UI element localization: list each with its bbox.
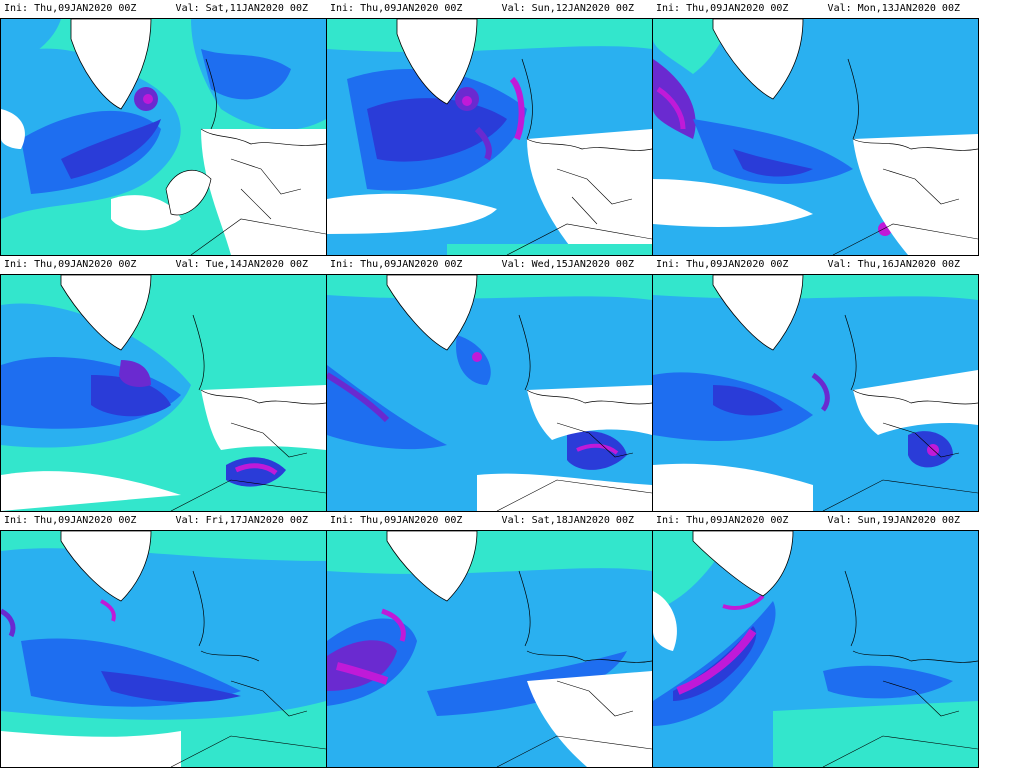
panel-header: Ini: Thu,09JAN2020 00Z Val: Thu,16JAN202…: [652, 256, 978, 274]
map-panel-8: Ini: Thu,09JAN2020 00Z Val: Sat,18JAN202…: [326, 512, 653, 768]
forecast-map: [652, 18, 979, 256]
init-time-label: Ini: Thu,09JAN2020 00Z: [4, 259, 137, 270]
map-panel-2: Ini: Thu,09JAN2020 00Z Val: Sun,12JAN202…: [326, 0, 653, 256]
forecast-map: [326, 274, 653, 512]
panel-header: Ini: Thu,09JAN2020 00Z Val: Wed,15JAN202…: [326, 256, 652, 274]
forecast-map: [652, 530, 979, 768]
panel-header: Ini: Thu,09JAN2020 00Z Val: Sun,12JAN202…: [326, 0, 652, 18]
forecast-map: [326, 18, 653, 256]
init-time-label: Ini: Thu,09JAN2020 00Z: [330, 259, 463, 270]
map-panel-4: Ini: Thu,09JAN2020 00Z Val: Tue,14JAN202…: [0, 256, 327, 512]
valid-time-label: Val: Thu,16JAN2020 00Z: [827, 259, 960, 270]
valid-time-label: Val: Sat,18JAN2020 00Z: [501, 515, 634, 526]
forecast-map: [652, 274, 979, 512]
valid-time-label: Val: Wed,15JAN2020 00Z: [501, 259, 634, 270]
map-panel-7: Ini: Thu,09JAN2020 00Z Val: Fri,17JAN202…: [0, 512, 327, 768]
panel-header: Ini: Thu,09JAN2020 00Z Val: Tue,14JAN202…: [0, 256, 326, 274]
map-panel-3: Ini: Thu,09JAN2020 00Z Val: Mon,13JAN202…: [652, 0, 979, 256]
forecast-map: [0, 274, 327, 512]
map-panel-9: Ini: Thu,09JAN2020 00Z Val: Sun,19JAN202…: [652, 512, 979, 768]
init-time-label: Ini: Thu,09JAN2020 00Z: [656, 3, 789, 14]
panel-header: Ini: Thu,09JAN2020 00Z Val: Mon,13JAN202…: [652, 0, 978, 18]
panel-header: Ini: Thu,09JAN2020 00Z Val: Sat,18JAN202…: [326, 512, 652, 530]
map-svg: [1, 19, 326, 255]
valid-time-label: Val: Tue,14JAN2020 00Z: [175, 259, 308, 270]
valid-time-label: Val: Sun,19JAN2020 00Z: [827, 515, 960, 526]
forecast-map: [326, 530, 653, 768]
valid-time-label: Val: Sat,11JAN2020 00Z: [175, 3, 308, 14]
valid-time-label: Val: Fri,17JAN2020 00Z: [175, 515, 308, 526]
forecast-map: [0, 530, 327, 768]
map-panel-6: Ini: Thu,09JAN2020 00Z Val: Thu,16JAN202…: [652, 256, 979, 512]
init-time-label: Ini: Thu,09JAN2020 00Z: [4, 515, 137, 526]
map-panel-1: Ini: Thu,09JAN2020 00Z Val: Sat,11JAN202…: [0, 0, 327, 256]
init-time-label: Ini: Thu,09JAN2020 00Z: [4, 3, 137, 14]
init-time-label: Ini: Thu,09JAN2020 00Z: [330, 3, 463, 14]
panel-header: Ini: Thu,09JAN2020 00Z Val: Fri,17JAN202…: [0, 512, 326, 530]
valid-time-label: Val: Sun,12JAN2020 00Z: [501, 3, 634, 14]
init-time-label: Ini: Thu,09JAN2020 00Z: [656, 259, 789, 270]
panel-header: Ini: Thu,09JAN2020 00Z Val: Sat,11JAN202…: [0, 0, 326, 18]
init-time-label: Ini: Thu,09JAN2020 00Z: [656, 515, 789, 526]
init-time-label: Ini: Thu,09JAN2020 00Z: [330, 515, 463, 526]
valid-time-label: Val: Mon,13JAN2020 00Z: [827, 3, 960, 14]
panel-header: Ini: Thu,09JAN2020 00Z Val: Sun,19JAN202…: [652, 512, 978, 530]
map-panel-5: Ini: Thu,09JAN2020 00Z Val: Wed,15JAN202…: [326, 256, 653, 512]
forecast-map: [0, 18, 327, 256]
